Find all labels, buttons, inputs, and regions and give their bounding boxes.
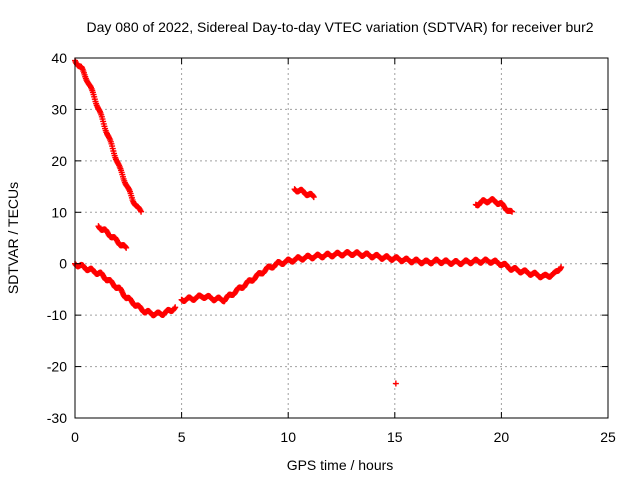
series-outlier [392, 380, 399, 387]
series-main-continued [178, 249, 565, 305]
data-point [123, 244, 130, 251]
data-point [138, 208, 145, 215]
data-layer [72, 57, 565, 387]
tick-layer [74, 57, 609, 419]
x-axis-title: GPS time / hours [287, 457, 394, 473]
grid-layer [75, 58, 608, 418]
series-arc-10h [291, 186, 317, 201]
data-point [310, 194, 317, 201]
y-tick-label: 0 [59, 256, 67, 272]
series-main [72, 260, 179, 319]
data-point [509, 208, 516, 215]
y-tick-label: 40 [51, 50, 67, 66]
y-tick-label: 10 [51, 204, 67, 220]
x-tick-label: 15 [387, 429, 403, 445]
series-arc-mid [95, 223, 130, 251]
y-tick-label: -10 [47, 307, 67, 323]
y-tick-label: -20 [47, 359, 67, 375]
x-tick-label: 25 [600, 429, 616, 445]
plot-frame [74, 57, 609, 419]
series-arc-high [72, 57, 145, 215]
x-tick-label: 0 [71, 429, 79, 445]
y-tick-label: -30 [47, 410, 67, 426]
y-tick-label: 20 [51, 153, 67, 169]
data-point [558, 264, 565, 271]
data-point [122, 243, 129, 250]
series-arc-19h [472, 196, 516, 215]
data-point [171, 305, 178, 312]
x-tick-label: 10 [280, 429, 296, 445]
data-point [392, 380, 399, 387]
x-tick-label: 5 [178, 429, 186, 445]
y-axis-title: SDTVAR / TECUs [5, 182, 21, 294]
data-point [172, 304, 179, 311]
x-tick-label: 20 [494, 429, 510, 445]
y-tick-label: 30 [51, 101, 67, 117]
chart-title: Day 080 of 2022, Sidereal Day-to-day VTE… [86, 19, 593, 35]
label-layer: 0 5 10 15 20 25 -30 -20 -10 0 10 20 30 40 [47, 50, 616, 445]
